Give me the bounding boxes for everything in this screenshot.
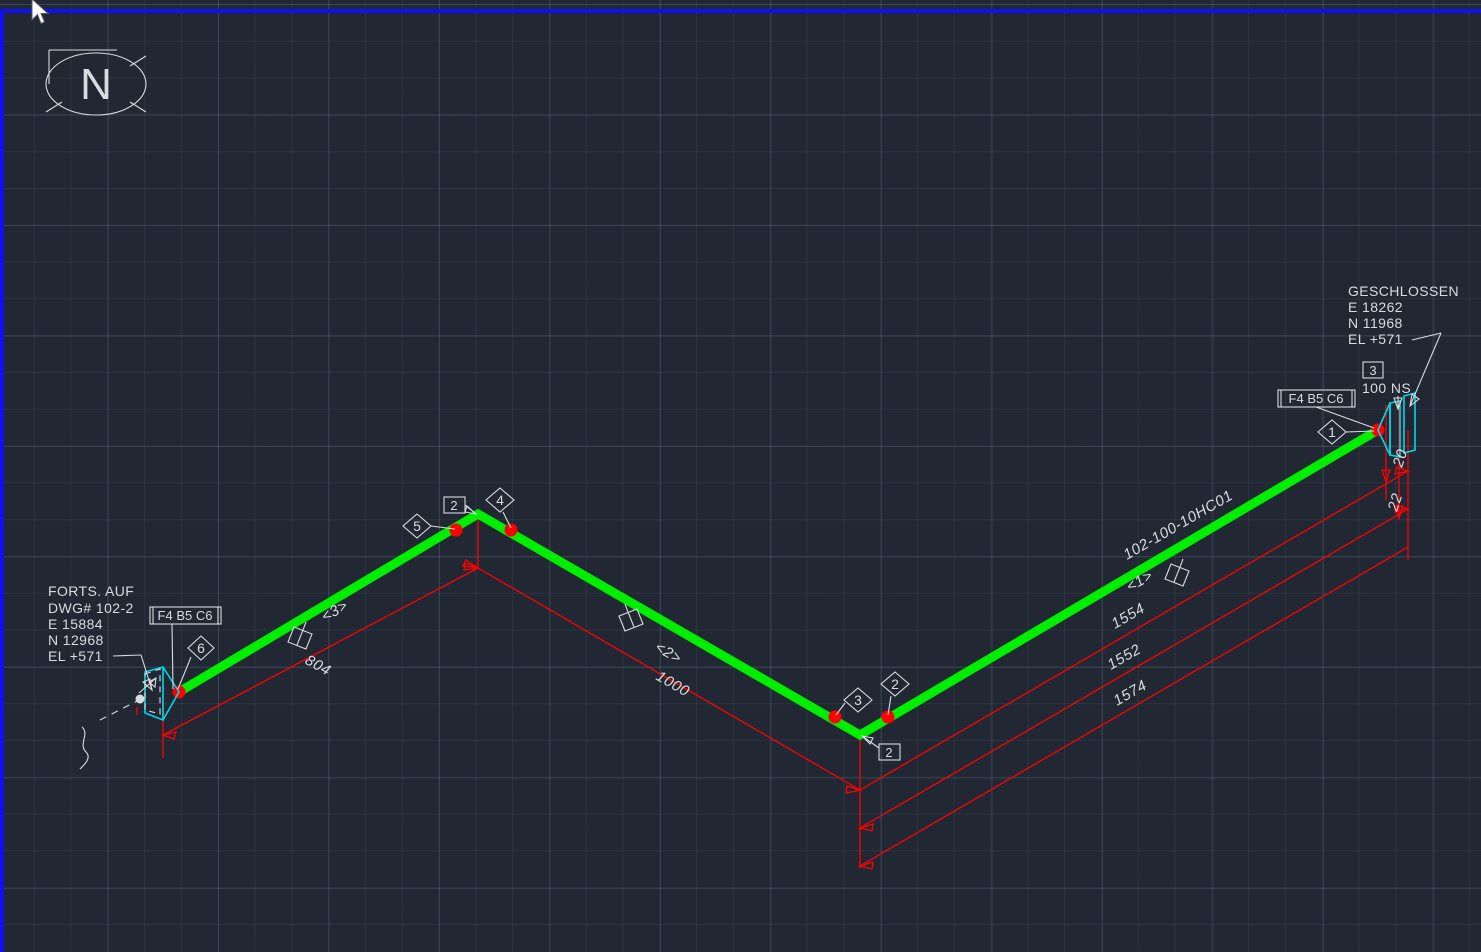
right-terminal-status: GESCHLOSSEN [1348,283,1459,299]
north-arrow-label: N [80,60,112,109]
weld-bubble-5[interactable]: 5 [402,513,456,539]
vertex-tag-peak: 2 [443,496,478,515]
left-northing: N 12968 [48,632,104,648]
dimension-1552: 1552 [1105,641,1145,674]
dimension-22: 22 [1384,491,1406,514]
weld-bubble-1[interactable]: 1 [1317,419,1375,445]
segment-tag-3: <3> [319,597,351,626]
left-continuation: FORTS. AUF [48,583,134,599]
weld-bubble-5-label: 5 [413,518,421,534]
left-terminal-annotation: FORTS. AUF DWG# 102-2 E 15884 N 12968 EL… [48,583,153,692]
left-flange-component[interactable] [144,665,180,722]
segment-tag-1: <1> [1124,567,1156,596]
weld-bubble-4-label: 4 [496,492,504,508]
pipe-line-number: 102-100-10HC01 [1121,487,1236,563]
vertex-tag-bottom-label: 2 [885,745,892,760]
right-valve-component[interactable] [1377,391,1416,458]
weld-points [172,423,1385,724]
weld-bubble-2-label: 2 [891,676,899,692]
weld-bubble-6[interactable]: 6 [177,635,215,690]
dimension-1554: 1554 [1109,600,1148,633]
north-arrow-icon: N [45,49,147,116]
dimension-1574: 1574 [1111,677,1150,710]
left-elevation: EL +571 [48,648,103,664]
left-spec-tag-label: F4 B5 C6 [158,608,213,623]
left-spec-tag: F4 B5 C6 [149,606,222,690]
support-symbol-1 [1164,558,1190,587]
right-terminal-annotation: GESCHLOSSEN E 18262 N 11968 EL +571 3 10… [1348,283,1459,411]
dimension-1000: 1000 [653,668,693,701]
right-terminal-easting: E 18262 [1348,299,1403,315]
weld-bubble-4[interactable]: 4 [485,487,515,529]
support-symbol-3 [287,621,313,650]
right-size-note: 100 NS [1362,380,1411,396]
weld-bubble-3-label: 3 [854,692,862,708]
dimension-20: 20 [1389,447,1411,470]
right-terminal-elevation: EL +571 [1348,331,1403,347]
weld-bubble-3[interactable]: 3 [835,687,873,716]
support-symbol-2 [618,603,644,632]
left-drawing-ref: DWG# 102-2 [48,600,134,616]
segment-tag-2: <2> [652,639,684,668]
vertex-tag-peak-label: 2 [450,498,457,513]
weld-bubble-6-label: 6 [197,640,205,656]
vertex-tag-bottom: 2 [860,735,901,761]
pipe-run-102-100-10HC01[interactable] [176,426,1381,741]
weld-bubble-1-label: 1 [1328,424,1336,440]
right-spec-tag: F4 B5 C6 [1277,389,1375,429]
continuation-leader [79,668,161,770]
dimension-804: 804 [302,652,334,680]
right-item-tag: 3 [1369,363,1376,378]
right-terminal-northing: N 11968 [1348,315,1403,331]
left-easting: E 15884 [48,616,103,632]
right-spec-tag-label: F4 B5 C6 [1289,391,1344,406]
top-selection-bar [0,9,1481,13]
left-selection-bar [0,9,4,952]
weld-bubble-2[interactable]: 2 [880,671,910,716]
mouse-cursor [31,0,50,25]
